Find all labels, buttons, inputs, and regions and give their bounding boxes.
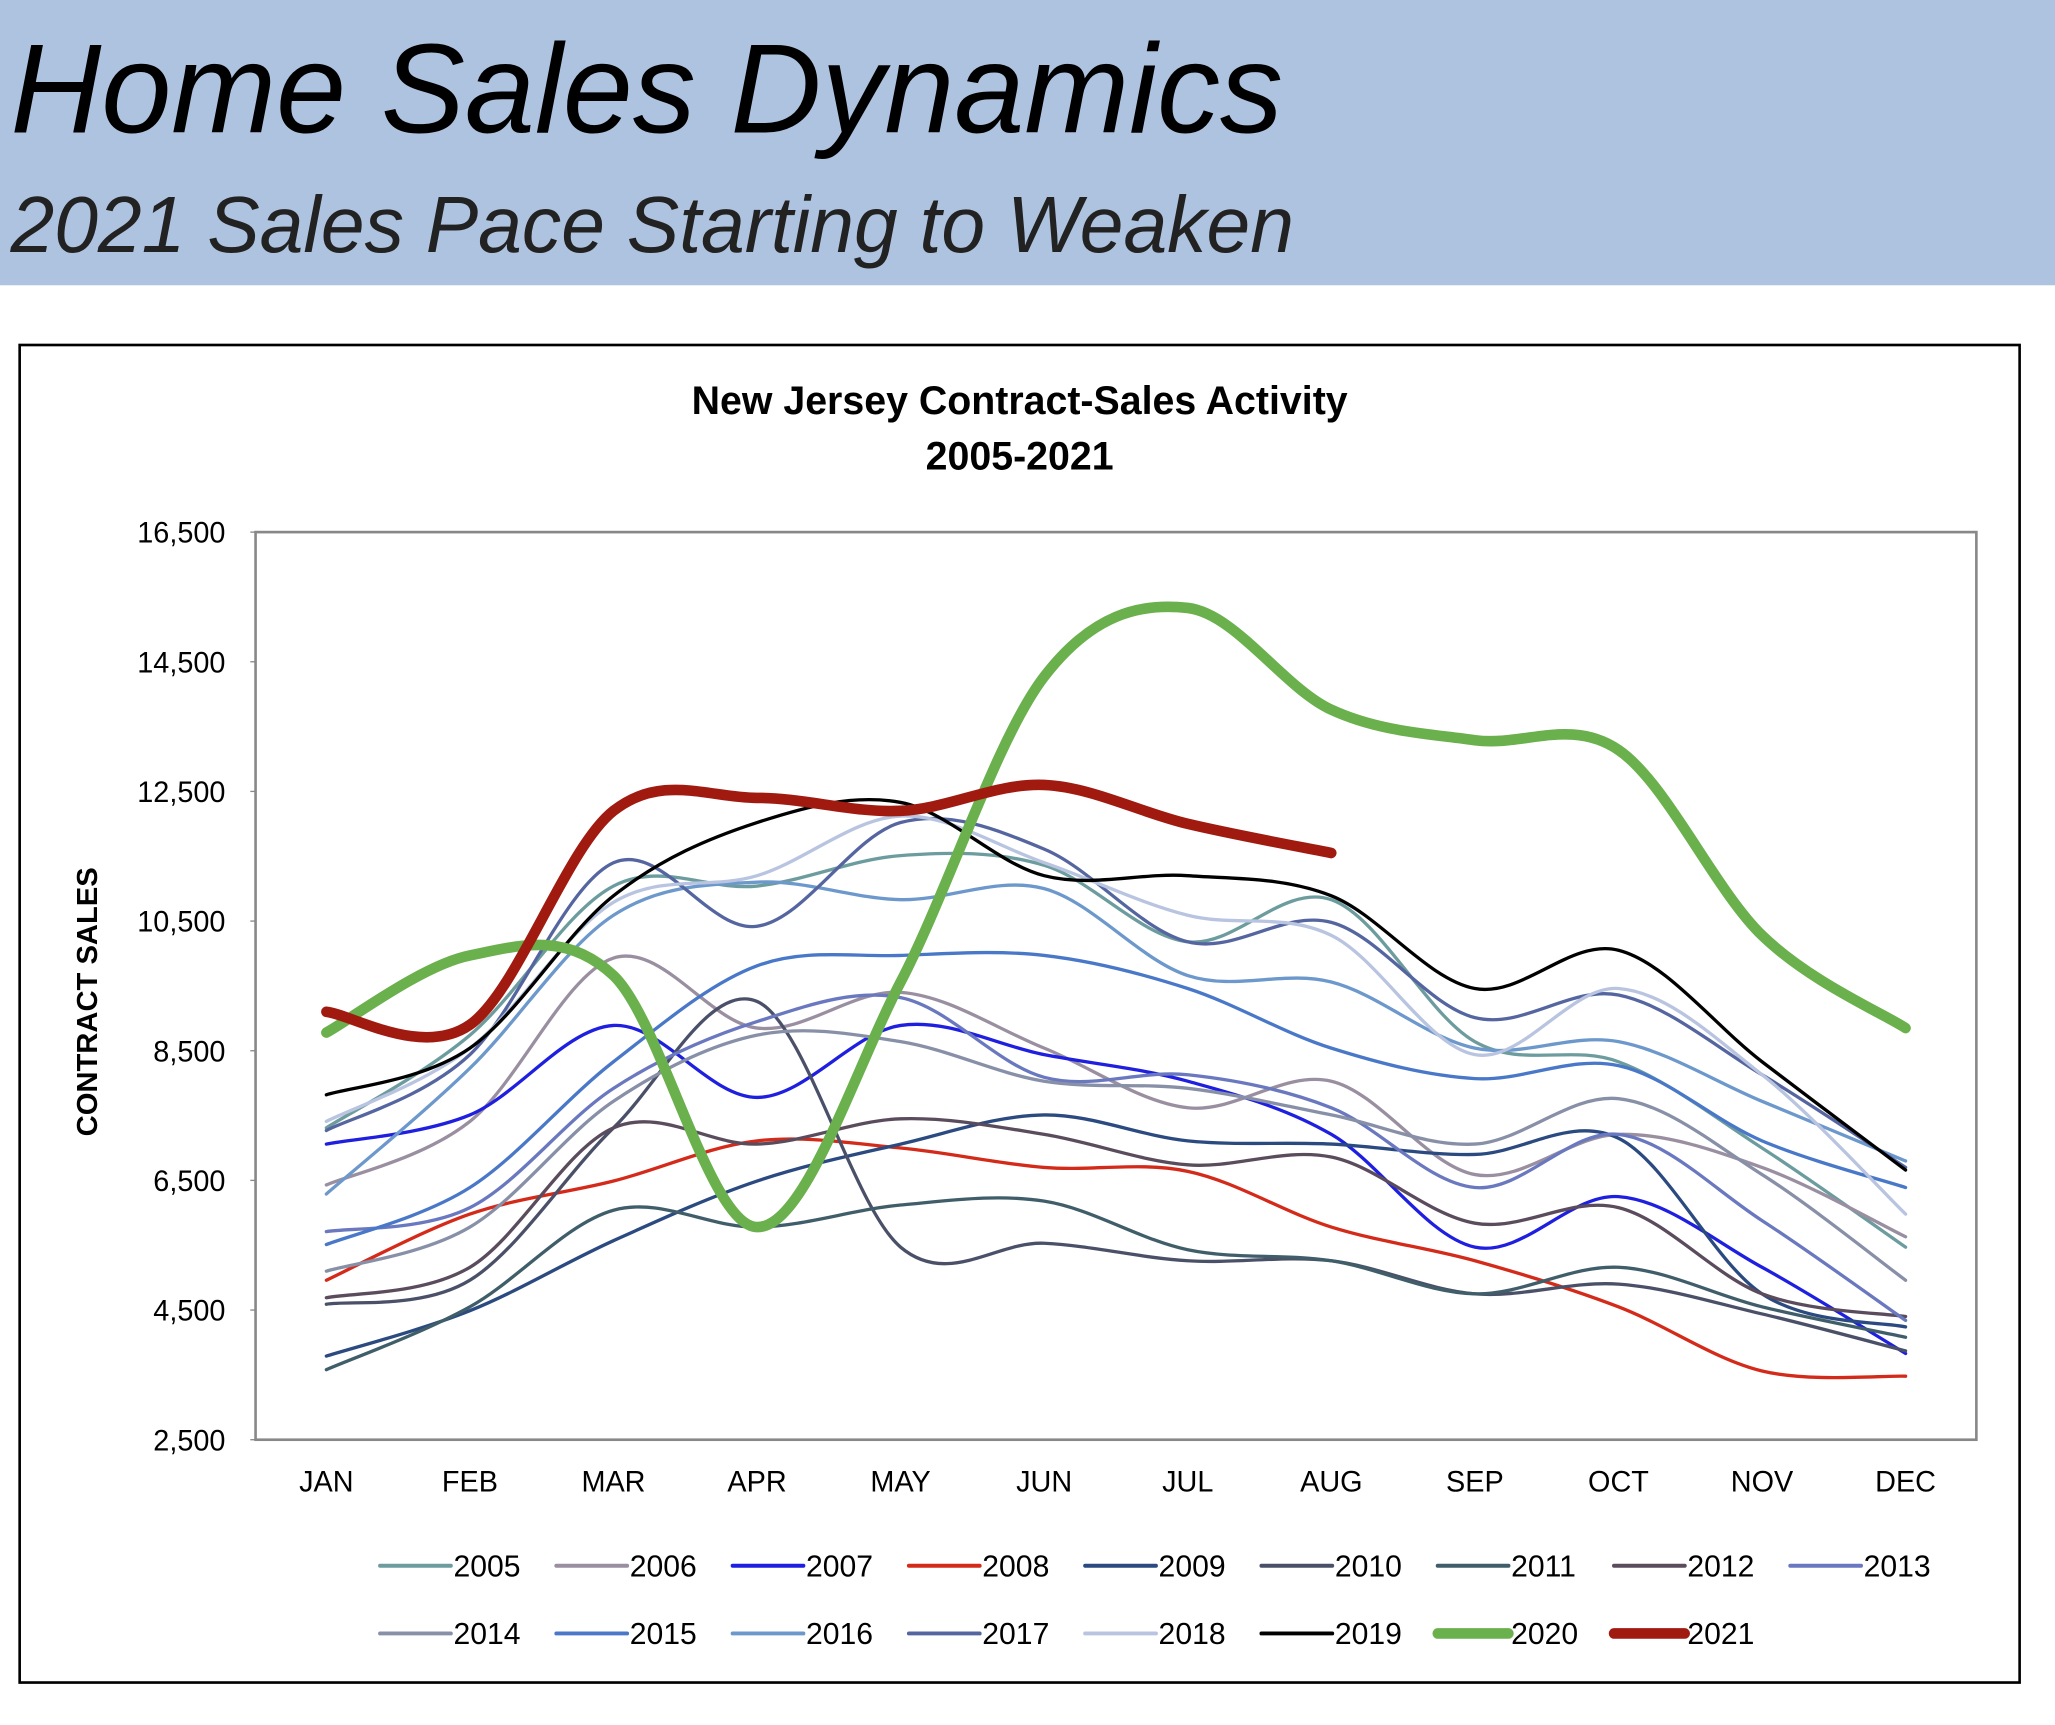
legend-label: 2018 <box>1159 1618 1226 1651</box>
series-line <box>324 1022 1908 1356</box>
x-tick-label: DEC <box>1875 1466 1936 1498</box>
x-tick-label: FEB <box>442 1466 498 1498</box>
y-tick-label: 12,500 <box>137 777 225 809</box>
series-line <box>324 993 1908 1323</box>
legend-label: 2014 <box>453 1618 520 1651</box>
y-tick-label: 8,500 <box>153 1036 225 1068</box>
plot-area <box>254 530 1978 1442</box>
x-tick-label: SEP <box>1446 1466 1504 1498</box>
legend-label: 2013 <box>1864 1550 1931 1583</box>
series-line <box>324 997 1908 1353</box>
x-tick-label: JUN <box>1016 1466 1072 1498</box>
legend-label: 2006 <box>630 1550 697 1583</box>
y-tick-label: 4,500 <box>153 1296 225 1328</box>
legend-label: 2009 <box>1159 1550 1226 1583</box>
legend-label: 2012 <box>1687 1550 1754 1583</box>
x-tick-label: NOV <box>1731 1466 1794 1498</box>
x-tick-label: MAR <box>581 1466 645 1498</box>
y-tick-label: 10,500 <box>137 907 225 939</box>
page-title: Home Sales Dynamics <box>10 17 1282 160</box>
legend-label: 2010 <box>1335 1550 1402 1583</box>
x-tick-label: AUG <box>1300 1466 1362 1498</box>
series-line <box>321 779 1337 1043</box>
chart-subtitle: 2005-2021 <box>926 435 1114 479</box>
x-tick-label: JUL <box>1162 1466 1213 1498</box>
legend-label: 2011 <box>1511 1550 1576 1583</box>
series-line <box>321 601 1911 1233</box>
x-tick-label: MAY <box>870 1466 930 1498</box>
y-tick-label: 14,500 <box>137 647 225 679</box>
legend-label: 2005 <box>453 1550 520 1583</box>
page-subtitle: 2021 Sales Pace Starting to Weaken <box>9 180 1293 270</box>
legend-label: 2021 <box>1687 1618 1754 1651</box>
x-tick-label: OCT <box>1588 1466 1649 1498</box>
legend-label: 2008 <box>982 1550 1049 1583</box>
series-line <box>324 950 1908 1247</box>
x-tick-label: APR <box>727 1466 786 1498</box>
legend-label: 2020 <box>1511 1618 1578 1651</box>
chart-title: New Jersey Contract-Sales Activity <box>692 379 1348 423</box>
series-line <box>324 1113 1908 1358</box>
legend-label: 2019 <box>1335 1618 1402 1651</box>
series-line <box>324 1029 1908 1282</box>
y-tick-label: 16,500 <box>137 518 225 550</box>
legend-label: 2007 <box>806 1550 873 1583</box>
y-tick-label: 6,500 <box>153 1166 225 1198</box>
x-tick-label: JAN <box>299 1466 353 1498</box>
series-line <box>324 1116 1908 1319</box>
series-line <box>324 797 1908 1172</box>
legend-label: 2015 <box>630 1618 697 1651</box>
legend-label: 2017 <box>982 1618 1049 1651</box>
series-line <box>324 1137 1908 1380</box>
series-line <box>324 1196 1908 1372</box>
y-tick-label: 2,500 <box>153 1425 225 1457</box>
y-axis-label: CONTRACT SALES <box>72 867 104 1136</box>
legend-label: 2016 <box>806 1618 873 1651</box>
series-line <box>324 814 1908 1216</box>
header-band <box>0 0 2055 286</box>
